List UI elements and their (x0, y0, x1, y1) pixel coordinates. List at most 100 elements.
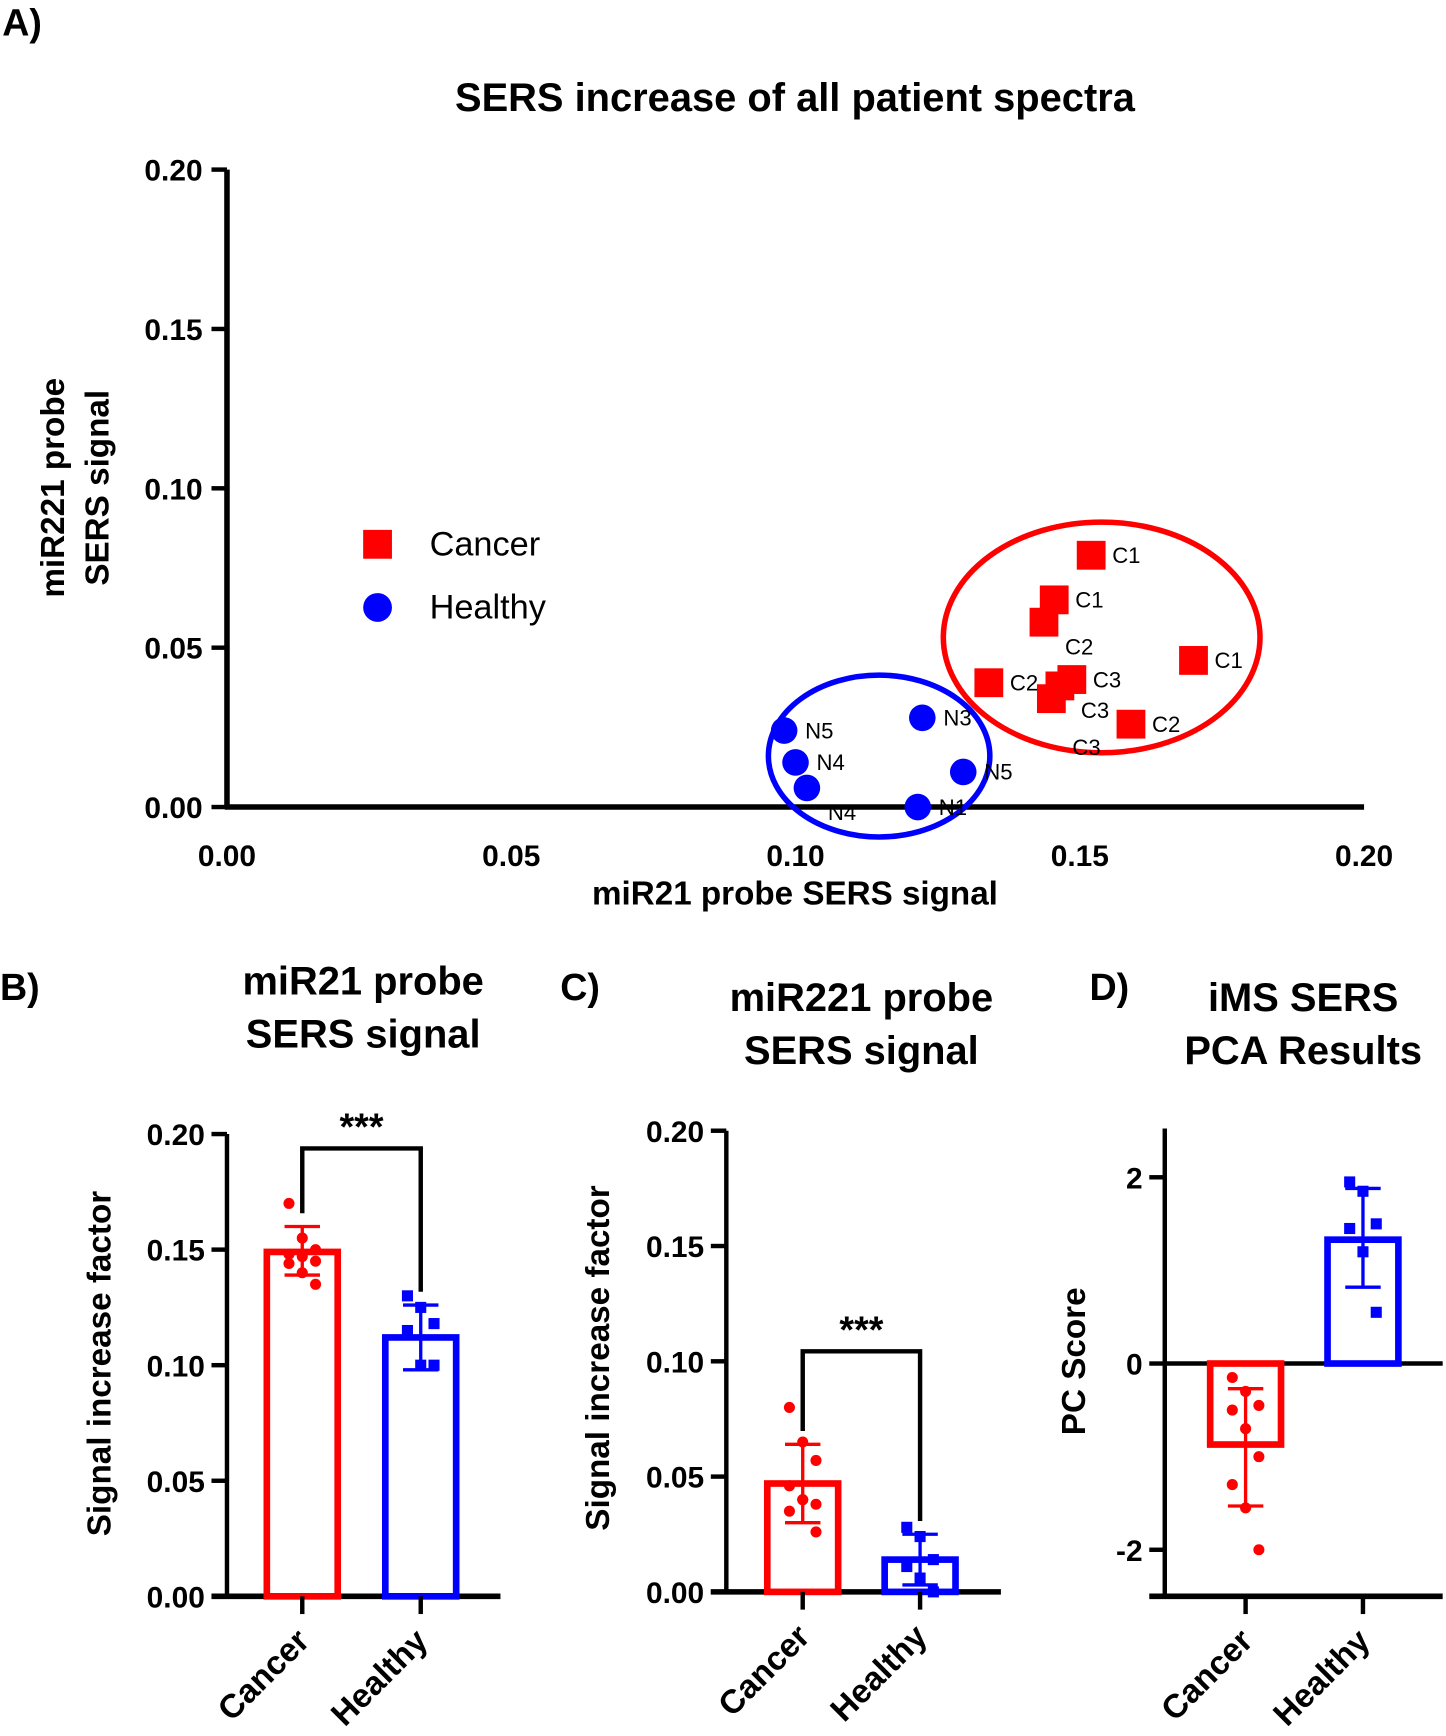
data-point (283, 1248, 295, 1260)
data-point (283, 1197, 295, 1209)
y-tick-label: 0.00 (147, 1581, 205, 1614)
data-point (296, 1267, 308, 1279)
point-label: N1 (939, 795, 967, 820)
y-tick-label: 0.00 (646, 1577, 704, 1610)
point-label: C2 (1152, 712, 1180, 737)
cancer-point (1036, 684, 1066, 714)
y-axis-label-b: Signal increase factor (82, 1191, 119, 1537)
y-tick-label: 0.15 (144, 314, 202, 347)
point-label: C1 (1112, 543, 1140, 568)
legend: Cancer Healthy (363, 525, 547, 627)
healthy-cluster-ellipse (765, 672, 993, 840)
data-point (1370, 1218, 1382, 1230)
cancer-point (1029, 607, 1059, 637)
data-point (1357, 1185, 1369, 1197)
cancer-point (1179, 646, 1208, 675)
y-tick-label: 0.10 (646, 1346, 704, 1379)
significance-stars: *** (839, 1308, 883, 1350)
data-point (1226, 1371, 1238, 1384)
y-tick-label: 0.00 (144, 792, 202, 825)
significance-stars: *** (340, 1106, 384, 1148)
y-tick-label: 0.10 (147, 1350, 205, 1383)
y-tick-label: 0.05 (147, 1466, 205, 1499)
scatter-points (770, 540, 1208, 821)
data-point (783, 1401, 795, 1413)
data-point (296, 1232, 308, 1244)
point-label: N4 (828, 800, 856, 825)
data-point (310, 1255, 322, 1267)
y-axis-label-c: Signal increase factor (580, 1185, 617, 1531)
legend-cancer-label: Cancer (430, 525, 541, 563)
data-point (810, 1526, 822, 1538)
y-tick-label: 0.15 (646, 1231, 704, 1264)
data-point (1253, 1544, 1265, 1556)
data-point (310, 1244, 322, 1256)
x-tick-label: Healthy (824, 1618, 935, 1729)
healthy-point (782, 749, 809, 776)
scatter-axes: 0.00 0.05 0.10 0.15 0.20 0.00 0.05 0.10 0.15 0.20 (144, 155, 1393, 873)
x-axis-label-a: miR21 probe SERS signal (592, 876, 998, 913)
point-label: C2 (1010, 670, 1038, 695)
data-point (1253, 1451, 1265, 1463)
y-tick-label: 0.20 (144, 155, 202, 188)
data-point (428, 1318, 440, 1330)
x-tick-label: Cancer (711, 1618, 817, 1724)
y-tick-label: 2 (1126, 1162, 1143, 1195)
data-point (1357, 1246, 1369, 1258)
bar-cancer (263, 1248, 342, 1600)
chart-title-c-line1: miR221 probe (730, 976, 994, 1020)
point-label: C2 (1065, 634, 1093, 659)
bar-plot-d: -2 0 2 Cancer Healthy (1116, 1128, 1443, 1733)
data-point (797, 1494, 809, 1506)
point-label: C3 (1072, 735, 1100, 760)
bar-plot-b: 0.00 0.05 0.10 0.15 0.20 Cancer Healthy *** (147, 1106, 501, 1733)
data-point (927, 1586, 939, 1598)
panel-label-d: D) (1089, 966, 1129, 1008)
panel-label-b: B) (0, 966, 40, 1008)
x-tick-label: Cancer (1154, 1622, 1260, 1728)
bar-healthy (381, 1334, 460, 1600)
point-label: N3 (943, 706, 971, 731)
y-tick-label: 0.20 (646, 1116, 704, 1149)
healthy-point (770, 717, 798, 744)
point-label: N5 (984, 760, 1012, 785)
cancer-point (974, 668, 1004, 698)
y-axis-label-d: PC Score (1056, 1287, 1093, 1435)
panel-b: B) miR21 probe SERS signal Signal increa… (0, 959, 501, 1733)
data-point (1226, 1404, 1238, 1416)
y-axis-label-a-line2: SERS signal (80, 390, 117, 586)
panel-d: D) iMS SERS PCA Results PC Score -2 0 2 Can… (1056, 966, 1443, 1733)
cancer-point (1116, 709, 1146, 739)
point-label: C3 (1093, 667, 1121, 692)
data-point (428, 1359, 440, 1371)
data-point (401, 1324, 413, 1337)
panel-label-a: A) (2, 1, 42, 43)
data-point (1240, 1423, 1252, 1435)
y-tick-label: 0 (1126, 1349, 1143, 1382)
point-label: N4 (817, 750, 845, 775)
data-point (1240, 1385, 1252, 1398)
panel-label-c: C) (560, 966, 600, 1008)
panel-a: A) SERS increase of all patient spectra … (2, 1, 1393, 912)
data-point (1344, 1176, 1356, 1188)
data-point (401, 1290, 413, 1302)
x-tick-label: 0.10 (766, 840, 824, 873)
significance-bracket (800, 1349, 923, 1521)
data-point (901, 1521, 913, 1533)
data-point (914, 1572, 926, 1584)
y-tick-label: 0.20 (147, 1119, 205, 1152)
data-point (797, 1436, 809, 1448)
legend-healthy-label: Healthy (430, 589, 547, 627)
y-tick-label: 0.10 (144, 473, 202, 506)
legend-cancer-square-icon (363, 529, 392, 559)
chart-title-d-line2: PCA Results (1184, 1029, 1422, 1073)
point-label: C3 (1081, 698, 1109, 723)
data-point (1226, 1479, 1238, 1491)
data-point (1253, 1399, 1265, 1411)
data-point (1344, 1222, 1356, 1235)
data-point (1240, 1502, 1252, 1514)
y-tick-label: 0.05 (646, 1462, 704, 1495)
point-label: C1 (1075, 588, 1103, 613)
